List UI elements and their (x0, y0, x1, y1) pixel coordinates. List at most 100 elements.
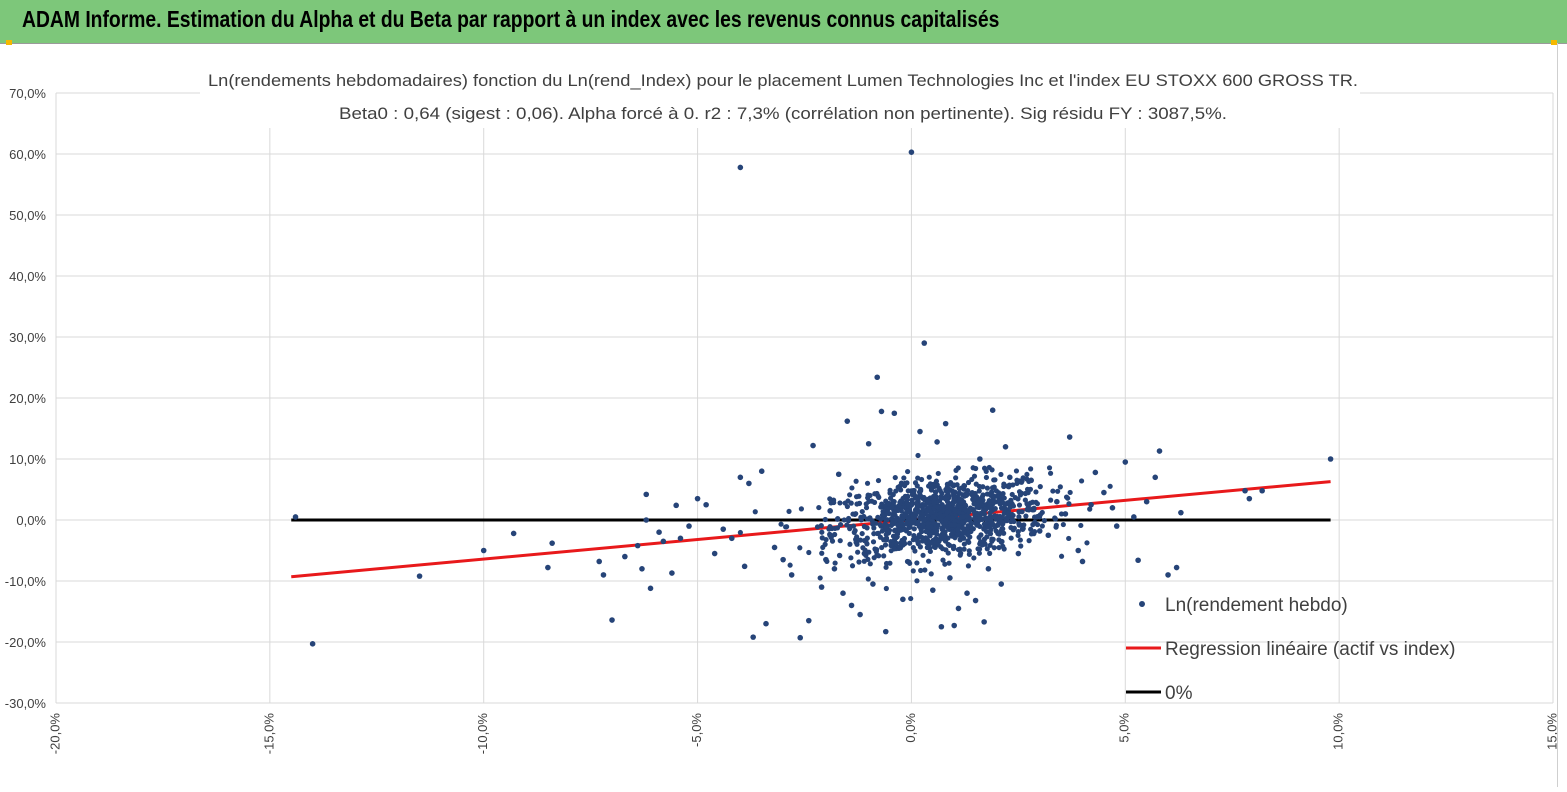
data-point (925, 524, 932, 530)
data-point (932, 525, 938, 531)
data-point (864, 535, 870, 541)
data-point (1016, 514, 1022, 520)
data-point (912, 480, 919, 486)
data-point (956, 523, 962, 529)
data-point (835, 471, 842, 478)
data-point (987, 550, 993, 556)
data-point (857, 537, 863, 543)
data-point (938, 494, 944, 500)
x-tick-label: 10,0% (1331, 713, 1346, 750)
data-point (904, 558, 911, 565)
data-point (746, 480, 752, 487)
data-point (900, 596, 906, 603)
data-point (848, 555, 854, 561)
data-point (763, 620, 769, 627)
corner-marker (6, 40, 12, 45)
data-point (1000, 491, 1006, 497)
data-point (703, 501, 709, 508)
legend-label: Ln(rendement hebdo) (1165, 595, 1348, 616)
data-point (877, 521, 883, 528)
data-point (1165, 572, 1171, 578)
data-point (911, 532, 917, 539)
data-point (947, 505, 953, 511)
data-point (834, 525, 841, 531)
data-point (831, 499, 837, 506)
data-point (787, 562, 793, 568)
data-point (961, 541, 967, 547)
data-point (1018, 479, 1025, 485)
data-point (914, 578, 920, 584)
data-point (915, 452, 921, 459)
data-point (1013, 468, 1020, 474)
data-point (1054, 498, 1060, 505)
data-point (892, 474, 898, 481)
data-point (946, 560, 952, 566)
data-point (896, 544, 902, 550)
data-point (930, 514, 937, 520)
data-point (819, 529, 825, 535)
data-point (850, 523, 857, 529)
data-point (1131, 514, 1137, 520)
x-axis: -20,0% -15,0% -10,0% -5,0% 0,0% 5,0% 10,0% 15,0… (47, 713, 1559, 755)
data-point (1016, 520, 1022, 527)
data-point (1001, 481, 1007, 487)
legend-label: Regression linéaire (actif vs index) (1165, 639, 1455, 660)
data-point (643, 517, 650, 523)
x-tick-label: 15,0% (1544, 713, 1557, 750)
data-point (1107, 483, 1113, 489)
data-point (976, 546, 983, 552)
data-point (933, 478, 940, 484)
data-point (741, 563, 748, 570)
data-point (957, 546, 963, 552)
data-point (844, 503, 850, 510)
x-tick-label: -15,0% (261, 713, 276, 755)
gridlines (55, 92, 1554, 704)
data-point (971, 555, 977, 561)
data-point (832, 531, 838, 538)
data-point (867, 561, 873, 567)
data-point (976, 483, 983, 490)
data-point (853, 494, 860, 500)
data-point (925, 497, 931, 504)
data-point (951, 498, 957, 504)
data-point (889, 505, 895, 511)
data-point (1066, 535, 1072, 542)
data-point (1017, 492, 1024, 498)
data-point (914, 560, 920, 566)
data-point (891, 546, 897, 552)
data-point (816, 504, 822, 511)
data-point (752, 509, 758, 515)
data-point (923, 535, 929, 541)
data-point (737, 474, 744, 481)
data-point (984, 546, 990, 552)
data-point (1066, 434, 1073, 440)
data-point (905, 494, 911, 500)
data-point (915, 519, 921, 525)
data-point (853, 511, 859, 517)
data-point (797, 545, 803, 551)
data-point (921, 340, 928, 346)
data-point (836, 552, 843, 558)
data-point (949, 515, 955, 521)
data-point (986, 503, 993, 509)
data-point (758, 468, 765, 475)
data-point (988, 527, 994, 533)
data-point (1156, 448, 1163, 454)
data-point (849, 485, 855, 491)
data-point (946, 514, 952, 521)
data-point (856, 559, 862, 565)
data-point (981, 511, 988, 517)
data-point (1041, 518, 1048, 524)
data-point (855, 549, 861, 555)
data-point (998, 471, 1004, 478)
data-point (942, 561, 948, 567)
data-point (647, 585, 654, 592)
data-point (977, 514, 983, 520)
data-point (870, 521, 876, 527)
legend-marker (1139, 601, 1145, 607)
data-point (910, 568, 916, 574)
data-point (992, 477, 998, 483)
data-point (771, 544, 778, 551)
data-point (871, 499, 878, 505)
data-point (921, 516, 927, 522)
